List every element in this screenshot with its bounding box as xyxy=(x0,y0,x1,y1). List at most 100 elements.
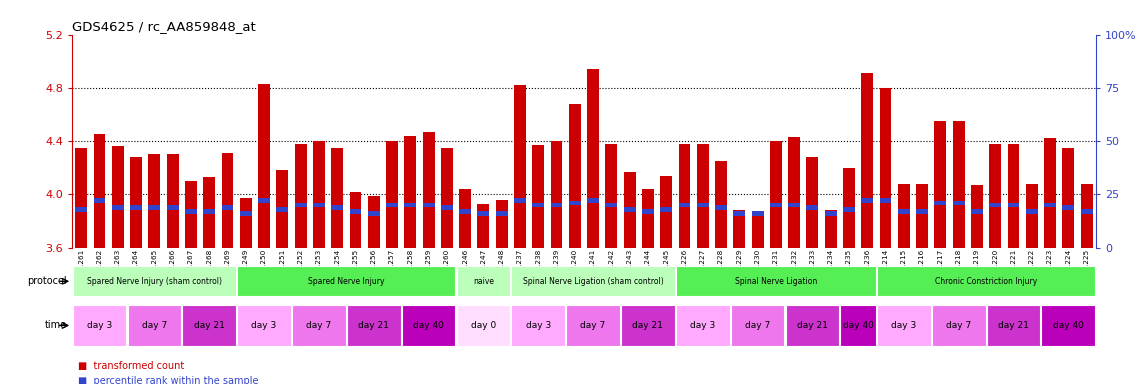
Bar xyxy=(131,157,142,248)
Text: day 7: day 7 xyxy=(306,321,332,330)
Bar xyxy=(1081,209,1092,214)
Text: day 7: day 7 xyxy=(581,321,606,330)
Bar xyxy=(94,134,105,248)
Text: Spinal Nerve Ligation: Spinal Nerve Ligation xyxy=(735,277,818,286)
Bar xyxy=(551,141,562,248)
Bar xyxy=(239,211,252,216)
Text: day 0: day 0 xyxy=(471,321,496,330)
Bar xyxy=(331,148,344,248)
Bar xyxy=(661,176,672,248)
Bar xyxy=(861,73,874,248)
Bar xyxy=(879,88,892,248)
Bar xyxy=(861,199,874,203)
Bar xyxy=(916,209,929,214)
Bar xyxy=(624,172,635,248)
Bar xyxy=(971,209,982,214)
Bar xyxy=(313,203,325,207)
Bar xyxy=(512,305,566,346)
Text: day 3: day 3 xyxy=(891,321,916,330)
Text: day 21: day 21 xyxy=(998,321,1029,330)
Text: day 3: day 3 xyxy=(87,321,112,330)
Bar xyxy=(349,209,362,214)
Text: naive: naive xyxy=(473,277,493,286)
Bar xyxy=(1026,184,1037,248)
Text: day 7: day 7 xyxy=(745,321,771,330)
Bar xyxy=(131,205,142,210)
Bar xyxy=(806,157,819,248)
Bar xyxy=(331,205,344,210)
Bar xyxy=(953,200,964,205)
Text: day 21: day 21 xyxy=(358,321,389,330)
Text: ■  transformed count: ■ transformed count xyxy=(78,361,184,371)
Text: day 7: day 7 xyxy=(142,321,167,330)
Bar xyxy=(676,305,729,346)
Bar xyxy=(621,305,674,346)
Bar xyxy=(204,209,215,214)
Bar xyxy=(496,200,507,248)
Bar xyxy=(1042,305,1096,346)
Bar xyxy=(898,184,910,248)
Bar xyxy=(697,203,709,207)
Text: time: time xyxy=(45,320,66,331)
Bar xyxy=(824,210,837,248)
Text: GDS4625 / rc_AA859848_at: GDS4625 / rc_AA859848_at xyxy=(72,20,255,33)
Bar xyxy=(258,199,270,203)
Bar xyxy=(676,266,876,296)
Bar xyxy=(112,205,124,210)
Bar xyxy=(72,305,126,346)
Bar xyxy=(477,211,489,216)
Text: Spared Nerve Injury: Spared Nerve Injury xyxy=(308,277,385,286)
Bar xyxy=(587,69,599,248)
Bar xyxy=(769,203,782,207)
Bar xyxy=(989,203,1001,207)
Bar xyxy=(971,185,982,248)
Bar xyxy=(788,137,800,248)
Bar xyxy=(734,211,745,216)
Bar xyxy=(313,141,325,248)
Text: day 40: day 40 xyxy=(413,321,444,330)
Bar xyxy=(459,189,471,248)
Text: Spared Nerve Injury (sham control): Spared Nerve Injury (sham control) xyxy=(87,277,222,286)
Bar xyxy=(697,144,709,248)
Bar xyxy=(788,203,800,207)
Bar xyxy=(94,199,105,203)
Bar xyxy=(661,207,672,212)
Bar xyxy=(423,203,434,207)
Bar xyxy=(987,305,1041,346)
Bar xyxy=(932,305,986,346)
Bar xyxy=(532,145,544,248)
Bar xyxy=(731,305,784,346)
Text: day 21: day 21 xyxy=(632,321,663,330)
Bar xyxy=(127,305,181,346)
Bar xyxy=(642,209,654,214)
Bar xyxy=(347,305,401,346)
Bar xyxy=(457,305,511,346)
Text: day 40: day 40 xyxy=(1053,321,1084,330)
Text: day 21: day 21 xyxy=(797,321,828,330)
Bar xyxy=(349,192,362,248)
Bar xyxy=(459,209,471,214)
Bar xyxy=(185,181,197,248)
Bar xyxy=(843,168,855,248)
Bar xyxy=(934,121,946,248)
Bar xyxy=(167,154,179,248)
Bar xyxy=(239,199,252,248)
Bar xyxy=(182,305,236,346)
Bar xyxy=(185,209,197,214)
Bar xyxy=(1063,205,1074,210)
Bar xyxy=(276,207,289,212)
Bar xyxy=(1081,184,1092,248)
Text: day 40: day 40 xyxy=(843,321,874,330)
Bar xyxy=(716,205,727,210)
Bar xyxy=(477,204,489,248)
Bar xyxy=(72,266,236,296)
Bar xyxy=(386,141,398,248)
Bar xyxy=(514,85,526,248)
Bar xyxy=(751,212,764,248)
Bar xyxy=(258,84,270,248)
Text: Spinal Nerve Ligation (sham control): Spinal Nerve Ligation (sham control) xyxy=(523,277,663,286)
Bar xyxy=(402,305,456,346)
Bar xyxy=(569,200,581,205)
Bar xyxy=(112,146,124,248)
Bar xyxy=(824,211,837,216)
